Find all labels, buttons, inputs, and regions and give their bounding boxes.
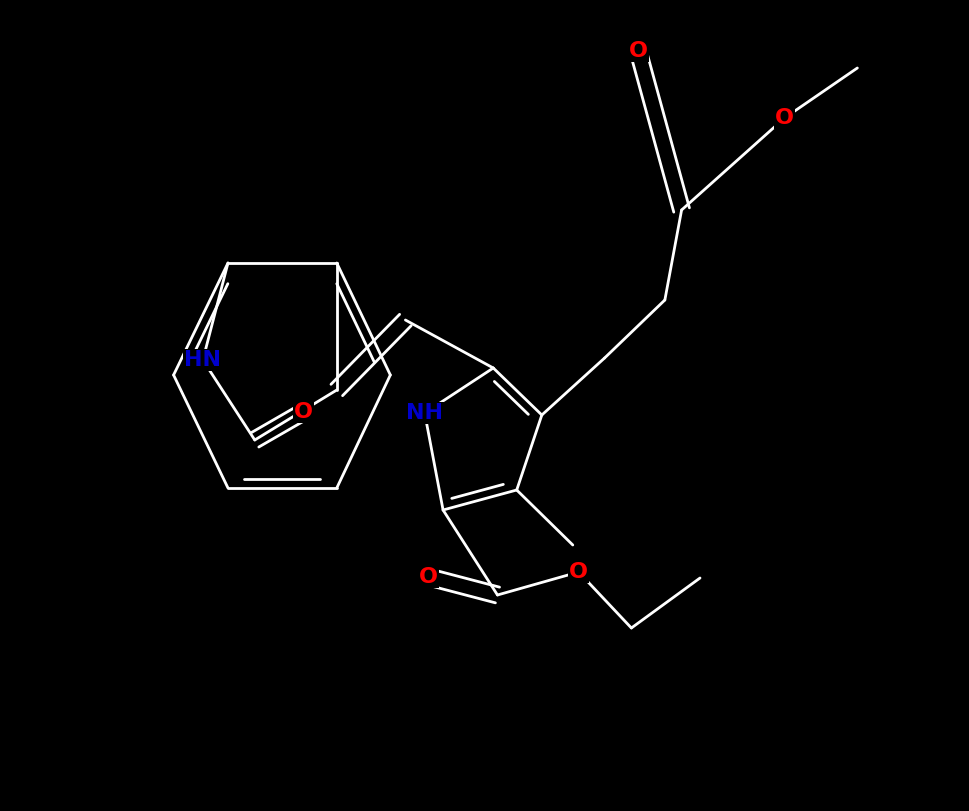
Text: NH: NH	[406, 403, 443, 423]
Text: O: O	[775, 108, 794, 128]
Text: O: O	[294, 402, 313, 422]
Text: O: O	[569, 562, 588, 582]
Text: HN: HN	[184, 350, 221, 370]
Text: O: O	[420, 567, 438, 587]
Text: O: O	[629, 41, 647, 61]
